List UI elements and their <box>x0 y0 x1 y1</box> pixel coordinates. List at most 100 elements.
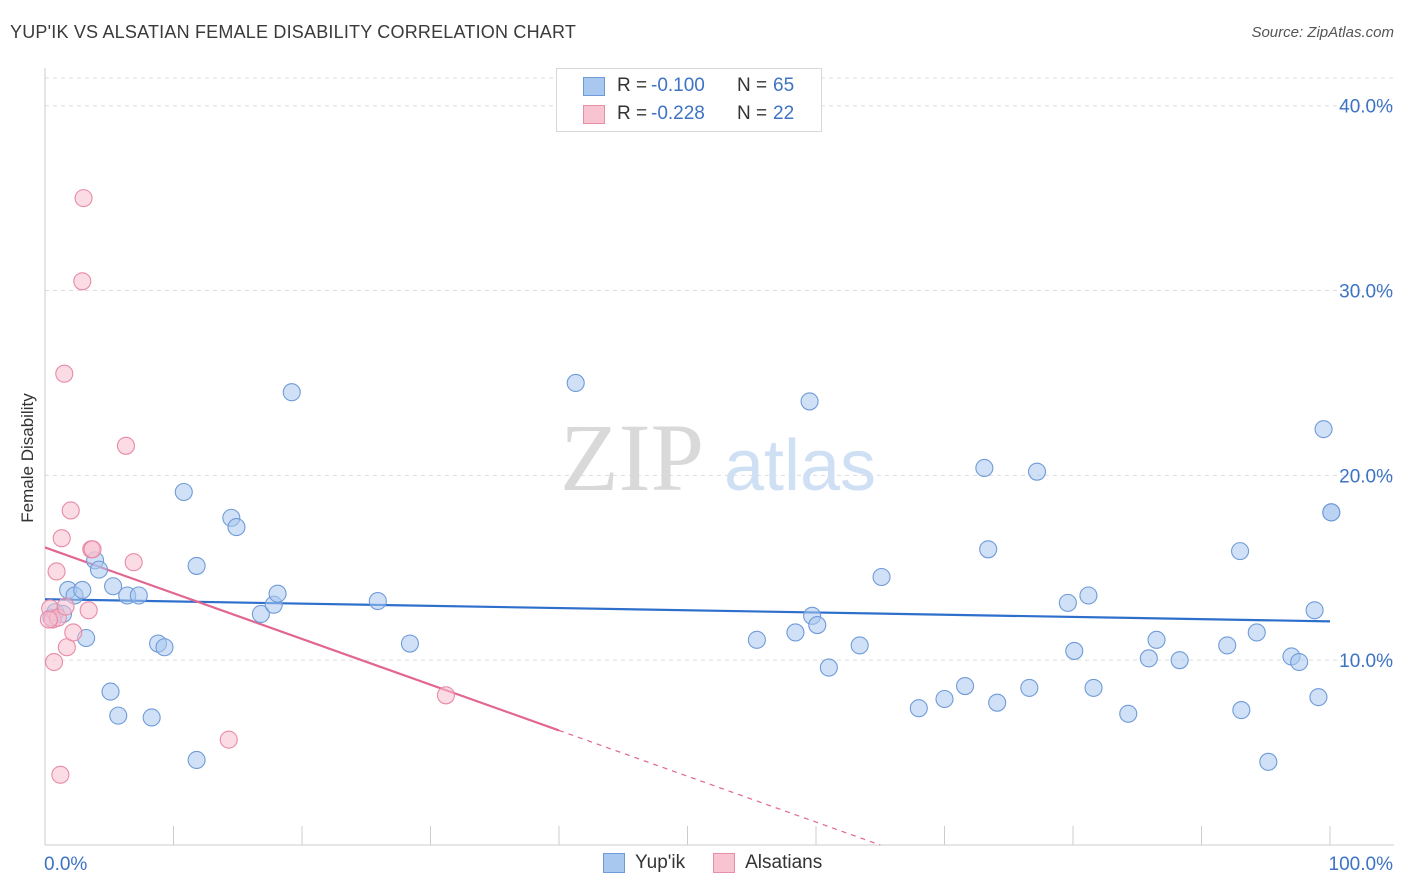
yupik-point <box>1020 678 1039 697</box>
y-tick-label: 10.0% <box>1339 651 1393 672</box>
y-axis-label: Female Disability <box>18 393 37 523</box>
yupik-point <box>1314 420 1333 439</box>
r-label: R = <box>617 103 648 124</box>
stats-legend-row-yupik: R = -0.100 N = 65 <box>557 72 794 100</box>
yupik-point <box>1139 649 1158 668</box>
alsatians-swatch <box>583 104 605 124</box>
yupik-point <box>101 682 120 701</box>
yupik-swatch <box>583 76 605 96</box>
yupik-point <box>1305 601 1324 620</box>
yupik-point <box>155 638 174 657</box>
yupik-point <box>109 706 128 725</box>
alsatians-point <box>55 364 74 383</box>
alsatians-point <box>47 562 66 581</box>
yupik-point <box>400 634 419 653</box>
r-value: -0.228 <box>651 103 705 124</box>
yupik-legend-swatch <box>603 853 625 873</box>
series-legend-alsatians[interactable]: Alsatians <box>713 852 822 874</box>
alsatians-point <box>39 610 58 629</box>
yupik-point <box>282 383 301 402</box>
yupik-point <box>872 567 891 587</box>
alsatians-legend-label: Alsatians <box>745 852 823 873</box>
alsatians-point <box>436 686 455 705</box>
yupik-point <box>975 458 994 478</box>
yupik-point <box>800 392 819 411</box>
alsatians-point <box>74 189 93 208</box>
r-value: -0.100 <box>651 75 705 96</box>
yupik-point <box>819 658 838 677</box>
yupik-point <box>988 693 1007 712</box>
x-tick-label-min: 0.0% <box>44 854 87 875</box>
yupik-point <box>1231 542 1250 561</box>
y-tick-label: 30.0% <box>1339 282 1393 303</box>
alsatians-trend-extension <box>558 729 881 846</box>
data-points <box>39 189 1341 784</box>
yupik-point <box>251 604 270 624</box>
yupik-point <box>935 689 954 709</box>
yupik-point <box>129 586 148 605</box>
yupik-point <box>1322 503 1341 522</box>
yupik-point <box>1027 462 1047 481</box>
yupik-point <box>187 556 206 575</box>
yupik-point <box>956 677 975 696</box>
yupik-point <box>89 560 109 579</box>
series-legend: Yup'ik Alsatians <box>603 852 850 874</box>
yupik-point <box>850 636 869 655</box>
yupik-point <box>909 699 928 718</box>
grid-lines <box>45 77 1394 661</box>
alsatians-point <box>56 597 75 616</box>
yupik-point <box>786 623 805 642</box>
alsatians-point <box>52 529 71 548</box>
yupik-point <box>227 518 246 537</box>
yupik-point <box>73 580 92 599</box>
yupik-point <box>747 630 766 649</box>
trend-lines <box>44 546 1331 846</box>
n-value: 22 <box>773 103 795 124</box>
source-credit: Source: ZipAtlas.com <box>1251 24 1394 41</box>
yupik-point <box>1218 636 1237 655</box>
watermark-atlas: atlas <box>724 426 876 506</box>
n-value: 65 <box>773 75 795 96</box>
yupik-point <box>1084 678 1103 697</box>
alsatians-legend-swatch <box>713 853 736 873</box>
yupik-point <box>979 540 998 559</box>
alsatians-point <box>44 652 64 672</box>
yupik-point <box>808 616 827 635</box>
y-tick-label: 40.0% <box>1339 97 1393 118</box>
yupik-trend-line <box>44 598 1331 623</box>
yupik-point <box>268 584 287 603</box>
yupik-point <box>1147 630 1166 649</box>
yupik-point <box>1247 623 1266 642</box>
chart-title: YUP'IK VS ALSATIAN FEMALE DISABILITY COR… <box>10 22 577 42</box>
watermark-zip: ZIP <box>560 404 704 511</box>
series-legend-yupik[interactable]: Yup'ik <box>603 852 685 874</box>
yupik-point <box>187 750 206 770</box>
r-label: R = <box>617 75 648 96</box>
yupik-point <box>1309 688 1328 707</box>
yupik-point <box>1058 593 1077 612</box>
yupik-point <box>142 708 161 727</box>
alsatians-point <box>64 623 83 642</box>
alsatians-trend-line <box>44 546 560 732</box>
tick-labels: 10.0% 20.0% 30.0% 40.0% 0.0% 100.0% <box>44 97 1393 875</box>
yupik-point <box>1290 652 1309 672</box>
yupik-point <box>1259 752 1278 771</box>
alsatians-point <box>79 601 98 620</box>
yupik-point <box>104 577 123 596</box>
alsatians-point <box>116 436 136 455</box>
yupik-point <box>174 482 193 502</box>
yupik-point <box>1232 701 1251 720</box>
yupik-point <box>1170 651 1189 670</box>
alsatians-point <box>73 272 92 291</box>
yupik-point <box>1065 641 1084 660</box>
alsatians-point <box>219 730 238 749</box>
n-label: N = <box>737 103 768 124</box>
n-label: N = <box>737 75 768 96</box>
stats-legend: R = -0.100 N = 65 R = -0.228 N = 22 <box>556 68 822 132</box>
alsatians-point <box>51 765 70 784</box>
stats-legend-row-alsatians: R = -0.228 N = 22 <box>557 100 794 128</box>
yupik-point <box>1079 586 1098 605</box>
yupik-point <box>1119 704 1138 723</box>
alsatians-point <box>124 553 143 572</box>
